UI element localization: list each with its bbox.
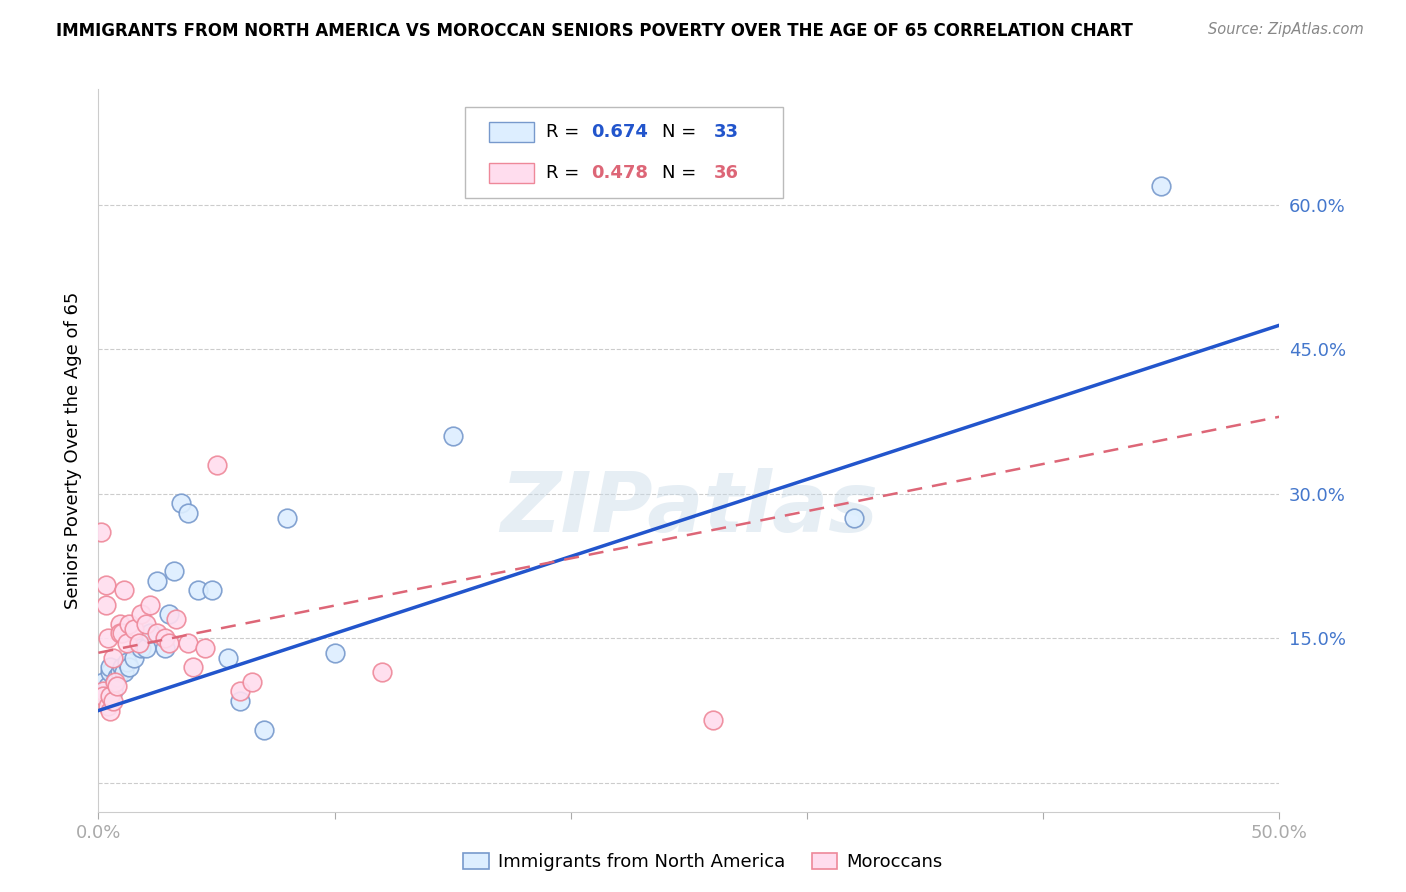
Point [153, 632, 176, 646]
FancyBboxPatch shape [464, 107, 783, 198]
Text: R =: R = [546, 164, 585, 182]
Point [702, 713, 724, 727]
Point [101, 650, 124, 665]
Point [115, 636, 138, 650]
Point [122, 650, 145, 665]
Point [240, 674, 263, 689]
Point [112, 665, 135, 679]
Point [111, 660, 134, 674]
Point [139, 626, 162, 640]
Point [1150, 178, 1173, 193]
Point [165, 612, 187, 626]
Point [177, 506, 200, 520]
Text: N =: N = [662, 164, 702, 182]
Point [217, 650, 239, 665]
Point [98, 660, 121, 674]
Text: N =: N = [662, 122, 702, 141]
Point [201, 583, 224, 598]
Point [98, 689, 121, 703]
Bar [489, 121, 534, 142]
Point [101, 684, 124, 698]
Point [94, 578, 117, 592]
Point [205, 458, 228, 472]
Point [98, 704, 121, 718]
Point [105, 670, 128, 684]
Point [229, 694, 252, 708]
Point [181, 660, 204, 674]
Y-axis label: Seniors Poverty Over the Age of 65: Seniors Poverty Over the Age of 65 [63, 292, 82, 609]
Point [157, 607, 180, 622]
Point [323, 646, 346, 660]
Point [129, 640, 152, 655]
Point [104, 674, 127, 689]
Point [97, 698, 120, 713]
Point [194, 640, 217, 655]
Text: R =: R = [546, 122, 585, 141]
Point [91, 689, 114, 703]
Point [105, 680, 128, 694]
Point [128, 636, 150, 650]
Point [91, 674, 114, 689]
Point [253, 723, 276, 737]
Text: 0.674: 0.674 [591, 122, 648, 141]
Point [135, 640, 157, 655]
Point [97, 632, 120, 646]
Point [111, 626, 134, 640]
Point [118, 660, 141, 674]
Text: Source: ZipAtlas.com: Source: ZipAtlas.com [1208, 22, 1364, 37]
Point [108, 626, 131, 640]
Point [97, 680, 120, 694]
Point [94, 684, 117, 698]
Point [146, 626, 169, 640]
Point [276, 511, 298, 525]
Point [91, 684, 114, 698]
Text: IMMIGRANTS FROM NORTH AMERICA VS MOROCCAN SENIORS POVERTY OVER THE AGE OF 65 COR: IMMIGRANTS FROM NORTH AMERICA VS MOROCCA… [56, 22, 1133, 40]
Point [104, 674, 127, 689]
Point [122, 622, 145, 636]
Text: ZIPatlas: ZIPatlas [501, 467, 877, 549]
Point [441, 429, 464, 443]
Point [229, 684, 252, 698]
Point [157, 636, 180, 650]
Point [146, 574, 169, 588]
Point [135, 616, 157, 631]
Point [187, 583, 209, 598]
Point [94, 598, 117, 612]
Point [163, 564, 186, 578]
Point [129, 607, 152, 622]
Text: 0.478: 0.478 [591, 164, 648, 182]
Point [90, 525, 112, 540]
Point [115, 656, 138, 670]
Text: 33: 33 [714, 122, 738, 141]
Point [177, 636, 200, 650]
Point [153, 640, 176, 655]
Point [101, 694, 124, 708]
Bar [489, 163, 534, 184]
Point [108, 665, 131, 679]
Point [170, 496, 193, 510]
Legend: Immigrants from North America, Moroccans: Immigrants from North America, Moroccans [456, 846, 950, 879]
Point [108, 616, 131, 631]
Point [371, 665, 394, 679]
Point [112, 583, 135, 598]
Point [98, 665, 121, 679]
Point [844, 511, 866, 525]
Text: 36: 36 [714, 164, 738, 182]
Point [118, 616, 141, 631]
Point [139, 598, 162, 612]
